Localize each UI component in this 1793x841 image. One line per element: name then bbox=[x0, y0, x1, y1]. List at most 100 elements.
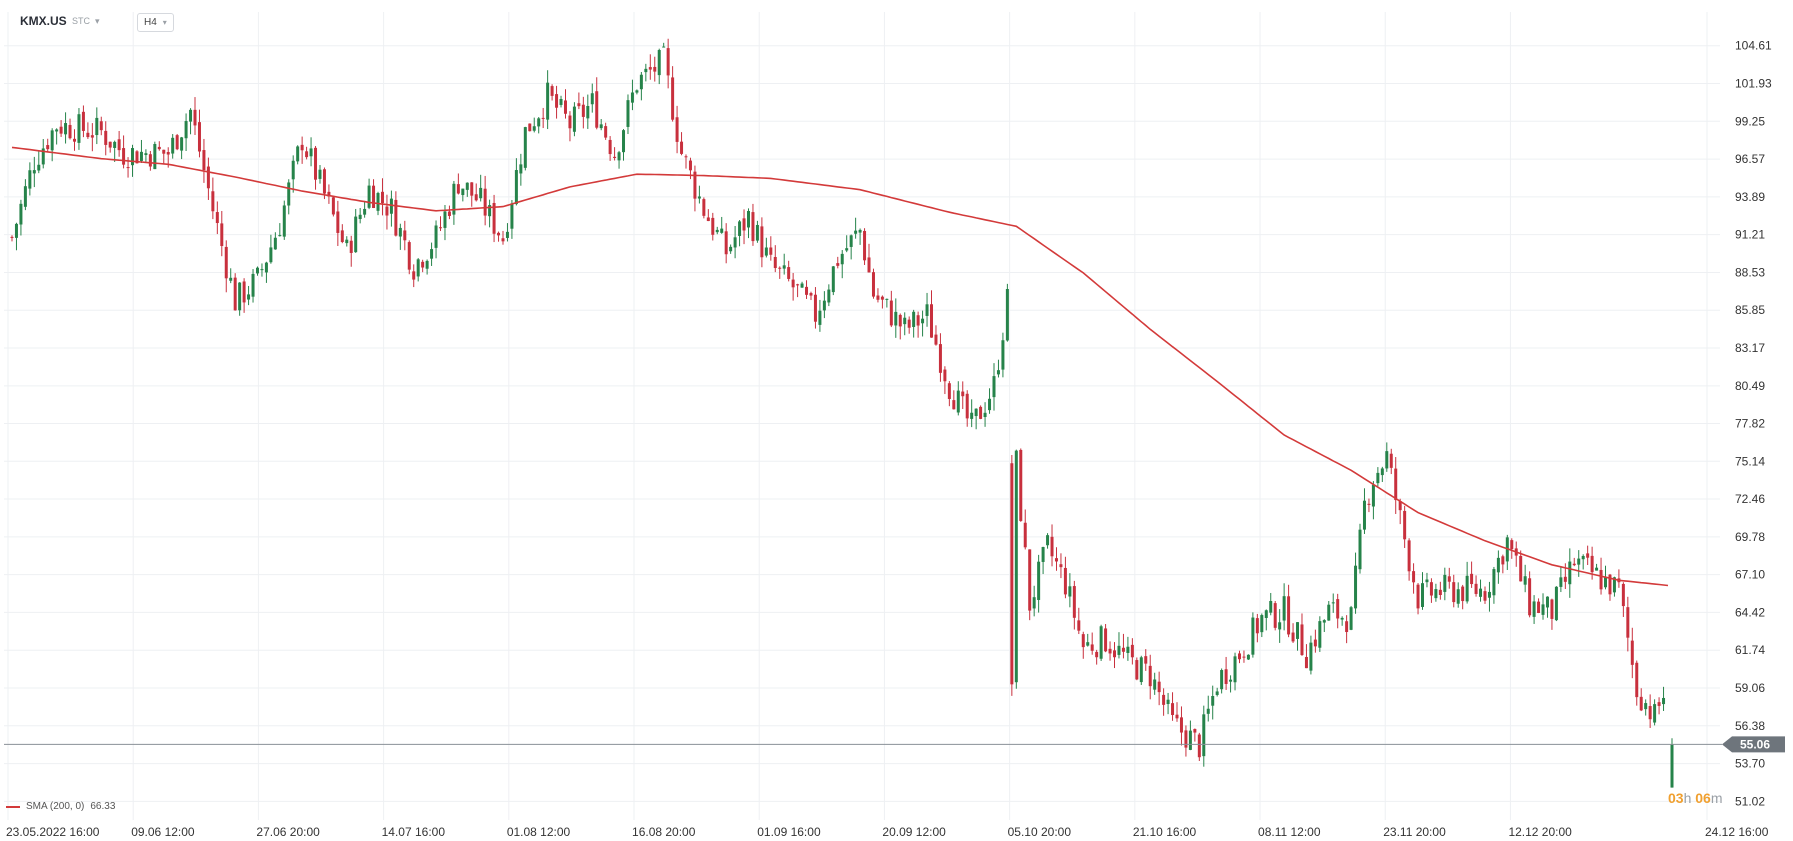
candle-body bbox=[139, 151, 143, 161]
candle-body bbox=[871, 272, 875, 297]
candle-body bbox=[1077, 620, 1081, 631]
candle-body bbox=[197, 122, 201, 152]
candle-body bbox=[86, 132, 90, 138]
candle-body bbox=[1153, 679, 1157, 690]
x-tick-label: 12.12 20:00 bbox=[1508, 825, 1572, 839]
candle-body bbox=[684, 156, 688, 158]
candle-body bbox=[528, 123, 532, 132]
candle-body bbox=[1139, 657, 1143, 683]
candle-body bbox=[519, 164, 523, 174]
candle-body bbox=[653, 66, 657, 72]
candle-body bbox=[37, 164, 41, 171]
candle-body bbox=[1492, 569, 1496, 596]
countdown-minutes-unit: m bbox=[1710, 790, 1723, 806]
candle-body bbox=[639, 74, 643, 90]
candle-body bbox=[1626, 607, 1630, 638]
x-tick-label: 27.06 20:00 bbox=[256, 825, 320, 839]
y-tick-label: 104.61 bbox=[1735, 39, 1772, 53]
y-tick-label: 77.82 bbox=[1735, 416, 1765, 430]
candle-body bbox=[764, 247, 768, 256]
y-tick-label: 51.02 bbox=[1735, 794, 1765, 808]
candle-body bbox=[671, 77, 675, 120]
candle-body bbox=[635, 90, 639, 93]
y-tick-label: 93.89 bbox=[1735, 190, 1765, 204]
candle-body bbox=[782, 265, 786, 269]
candle-body bbox=[1260, 615, 1264, 633]
candle-body bbox=[1273, 603, 1277, 628]
candlestick-series bbox=[10, 38, 1674, 788]
candle-body bbox=[1407, 540, 1411, 572]
candle-body bbox=[180, 137, 184, 151]
candle-countdown: 03h 06m bbox=[1668, 790, 1723, 806]
candle-body bbox=[523, 127, 527, 168]
candle-body bbox=[1389, 453, 1393, 468]
candle-body bbox=[331, 197, 335, 215]
candle-body bbox=[1438, 589, 1442, 596]
y-tick-label: 101.93 bbox=[1735, 76, 1772, 90]
candle-body bbox=[1291, 632, 1295, 642]
candle-body bbox=[1144, 656, 1148, 664]
candle-body bbox=[581, 104, 585, 117]
candle-body bbox=[595, 91, 599, 128]
y-tick-label: 61.74 bbox=[1735, 643, 1765, 657]
y-tick-label: 85.85 bbox=[1735, 303, 1765, 317]
candle-body bbox=[1635, 662, 1639, 698]
candle-body bbox=[947, 383, 951, 399]
candle-body bbox=[1367, 503, 1371, 505]
candle-body bbox=[907, 319, 911, 328]
y-tick-label: 96.57 bbox=[1735, 152, 1765, 166]
candle-body bbox=[1421, 583, 1425, 607]
candle-body bbox=[822, 300, 826, 311]
x-tick-label: 01.08 12:00 bbox=[507, 825, 571, 839]
candle-body bbox=[372, 185, 376, 209]
candle-body bbox=[81, 111, 85, 131]
timeframe-selector[interactable]: H4 ▾ bbox=[137, 13, 174, 32]
candle-body bbox=[943, 369, 947, 382]
candle-body bbox=[1501, 556, 1505, 565]
candle-body bbox=[738, 221, 742, 236]
candle-body bbox=[1282, 596, 1286, 621]
candle-body bbox=[711, 217, 715, 235]
candle-body bbox=[1010, 463, 1014, 685]
candle-body bbox=[688, 160, 692, 171]
candle-body bbox=[1595, 567, 1599, 571]
candle-body bbox=[189, 109, 193, 122]
candle-body bbox=[572, 106, 576, 132]
candle-body bbox=[1604, 576, 1608, 588]
candle-body bbox=[1398, 501, 1402, 511]
candle-body bbox=[1113, 650, 1117, 658]
candle-body bbox=[1563, 576, 1567, 582]
candle-body bbox=[1322, 620, 1326, 623]
candle-body bbox=[867, 257, 871, 273]
candle-body bbox=[46, 145, 50, 150]
candle-body bbox=[970, 412, 974, 419]
candle-body bbox=[1510, 540, 1514, 550]
candle-body bbox=[1148, 665, 1152, 687]
candle-body bbox=[367, 185, 371, 208]
candle-body bbox=[1296, 622, 1300, 639]
price-axis: 104.61 101.93 99.25 96.57 93.89 91.21 88.53 85.… bbox=[1735, 39, 1772, 809]
candle-body bbox=[992, 376, 996, 398]
candle-body bbox=[1568, 561, 1572, 585]
candle-body bbox=[1072, 586, 1076, 618]
candle-body bbox=[1483, 591, 1487, 601]
candle-body bbox=[813, 294, 817, 322]
indicator-legend[interactable]: SMA (200, 0) 66.33 bbox=[6, 801, 115, 812]
candle-body bbox=[211, 191, 215, 212]
y-tick-label: 91.21 bbox=[1735, 228, 1765, 242]
candle-body bbox=[1206, 708, 1210, 714]
source-caret-icon[interactable]: ▾ bbox=[95, 15, 100, 26]
candle-body bbox=[412, 271, 416, 280]
y-tick-label: 88.53 bbox=[1735, 265, 1765, 279]
candle-body bbox=[1447, 576, 1451, 582]
candle-body bbox=[965, 393, 969, 419]
candle-body bbox=[1287, 596, 1291, 635]
candle-body bbox=[264, 262, 268, 273]
candle-body bbox=[19, 203, 23, 225]
sma-swatch-icon bbox=[6, 805, 20, 808]
symbol-label[interactable]: KMX.US bbox=[20, 14, 67, 28]
candle-body bbox=[537, 118, 541, 127]
candle-body bbox=[1465, 575, 1469, 602]
y-tick-label: 67.10 bbox=[1735, 568, 1765, 582]
